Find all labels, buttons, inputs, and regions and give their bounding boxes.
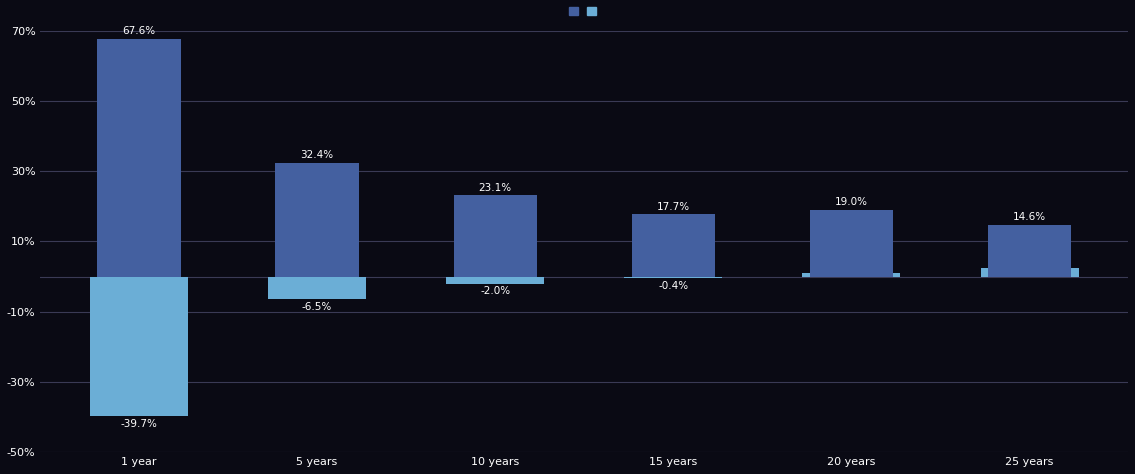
Text: 32.4%: 32.4% bbox=[301, 150, 334, 160]
Text: -0.4%: -0.4% bbox=[658, 281, 689, 291]
Bar bbox=[454, 195, 537, 276]
Text: 14.6%: 14.6% bbox=[1014, 212, 1046, 222]
Bar bbox=[446, 276, 544, 283]
Text: 17.7%: 17.7% bbox=[657, 201, 690, 211]
Text: 1.0%: 1.0% bbox=[839, 260, 865, 270]
Text: -6.5%: -6.5% bbox=[302, 302, 333, 312]
Bar bbox=[987, 225, 1071, 276]
Bar bbox=[802, 273, 900, 276]
Bar bbox=[624, 276, 722, 278]
Bar bbox=[632, 214, 715, 276]
Text: 67.6%: 67.6% bbox=[123, 26, 155, 36]
Text: -2.0%: -2.0% bbox=[480, 286, 511, 296]
Bar bbox=[810, 210, 893, 276]
Text: 19.0%: 19.0% bbox=[835, 197, 868, 207]
Bar bbox=[276, 163, 359, 276]
Legend: , : , bbox=[565, 2, 604, 21]
Bar bbox=[268, 276, 365, 300]
Text: -39.7%: -39.7% bbox=[120, 419, 158, 429]
Bar bbox=[981, 268, 1078, 276]
Bar bbox=[90, 276, 188, 416]
Text: 23.1%: 23.1% bbox=[479, 182, 512, 192]
Text: 2.5%: 2.5% bbox=[1016, 255, 1043, 265]
Bar bbox=[98, 39, 180, 276]
